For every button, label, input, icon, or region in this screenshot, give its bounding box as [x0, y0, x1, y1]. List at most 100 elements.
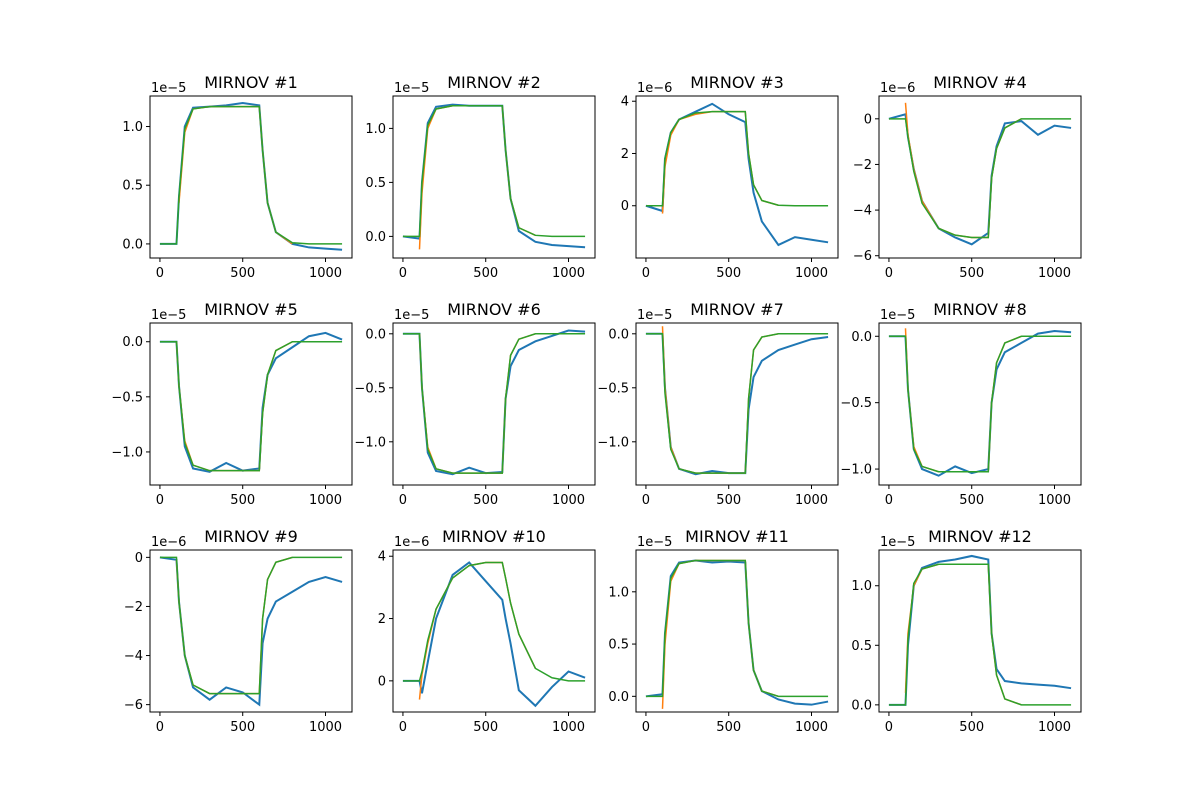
y-tick-label: 0.0	[608, 690, 629, 705]
axis-offset-label: 1e−5	[394, 81, 429, 96]
series-line-2	[904, 328, 1022, 473]
x-tick-label: 0	[642, 720, 650, 735]
x-tick-label: 0	[885, 266, 893, 281]
panel-7: 0 500 1000 −1.0 −0.5 0.0 1e−5 MIRNOV #7	[597, 300, 839, 508]
y-tick-label: −1.0	[597, 435, 629, 450]
axis-offset-label: 1e−6	[151, 535, 186, 550]
series-line-3	[645, 333, 829, 474]
plot-frame	[878, 549, 1082, 713]
panel-8: 0 500 1000 −1.0 −0.5 0.0 1e−5 MIRNOV #8	[840, 300, 1082, 508]
x-tick-label: 500	[716, 493, 741, 508]
y-tick-label: −0.5	[840, 396, 872, 411]
y-tick-label: 0.0	[608, 327, 629, 342]
x-tick-label: 1000	[552, 720, 585, 735]
series-line-3	[159, 105, 343, 245]
axis-offset-label: 1e−5	[637, 535, 672, 550]
y-tick-label: −4	[853, 204, 872, 219]
x-tick-label: 500	[230, 493, 255, 508]
y-tick-label: 0.5	[608, 638, 629, 653]
plot-frame	[878, 95, 1082, 259]
y-tick-label: −2	[853, 158, 872, 173]
series-line-2	[418, 333, 536, 474]
x-tick-label: 500	[230, 720, 255, 735]
y-tick-label: 4	[378, 550, 386, 565]
y-tick-label: 0.5	[122, 179, 143, 194]
panel-title: MIRNOV #1	[204, 73, 298, 92]
y-tick-label: 0.0	[365, 327, 386, 342]
y-tick-label: 0	[378, 674, 386, 689]
x-tick-label: 0	[399, 720, 407, 735]
x-tick-label: 1000	[795, 266, 828, 281]
x-tick-label: 500	[473, 266, 498, 281]
y-tick-label: 0.5	[365, 176, 386, 191]
y-tick-label: −4	[124, 649, 143, 664]
y-tick-label: 0.0	[851, 698, 872, 713]
x-tick-label: 1000	[309, 266, 342, 281]
series-line-3	[159, 556, 343, 695]
series-line-3	[888, 563, 1072, 706]
axis-offset-label: 1e−5	[637, 308, 672, 323]
y-tick-label: −6	[124, 698, 143, 713]
panel-12: 0 500 1000 0.0 0.5 1.0 1e−5 MIRNOV #12	[851, 527, 1082, 735]
series-line-1	[402, 103, 586, 249]
x-tick-label: 500	[473, 720, 498, 735]
plot-frame	[635, 549, 839, 713]
axis-offset-label: 1e−5	[394, 308, 429, 323]
x-tick-label: 500	[716, 266, 741, 281]
panel-5: 0 500 1000 −1.0 −0.5 0.0 1e−5 MIRNOV #5	[111, 300, 353, 508]
x-tick-label: 0	[399, 493, 407, 508]
panel-title: MIRNOV #11	[685, 527, 789, 546]
y-tick-label: 2	[621, 147, 629, 162]
series-line-2	[175, 556, 293, 695]
y-tick-label: −0.5	[111, 390, 143, 405]
x-tick-label: 1000	[1038, 493, 1071, 508]
y-tick-label: 0.0	[365, 230, 386, 245]
y-tick-label: 2	[378, 612, 386, 627]
series-line-3	[402, 104, 586, 238]
series-line-1	[645, 559, 829, 706]
y-tick-label: 1.0	[122, 120, 143, 135]
x-tick-label: 1000	[1038, 720, 1071, 735]
x-tick-label: 0	[642, 493, 650, 508]
x-tick-label: 0	[156, 493, 164, 508]
panel-6: 0 500 1000 −1.0 −0.5 0.0 1e−5 MIRNOV #6	[354, 300, 596, 508]
plot-frame	[149, 95, 353, 259]
panel-title: MIRNOV #6	[447, 300, 541, 319]
x-tick-label: 1000	[309, 720, 342, 735]
axis-offset-label: 1e−6	[880, 81, 915, 96]
y-tick-label: −1.0	[111, 445, 143, 460]
x-tick-label: 0	[885, 493, 893, 508]
y-tick-label: 0.0	[122, 237, 143, 252]
y-tick-label: −0.5	[597, 381, 629, 396]
panel-title: MIRNOV #7	[690, 300, 784, 319]
panel-2: 0 500 1000 0.0 0.5 1.0 1e−5 MIRNOV #2	[365, 73, 596, 281]
x-tick-label: 1000	[552, 266, 585, 281]
plot-frame	[392, 322, 596, 486]
x-tick-label: 500	[716, 720, 741, 735]
x-tick-label: 1000	[1038, 266, 1071, 281]
axis-offset-label: 1e−6	[394, 535, 429, 550]
plot-frame	[635, 95, 839, 259]
plot-frame	[149, 549, 353, 713]
plot-frame	[392, 95, 596, 259]
series-line-3	[645, 110, 829, 207]
panel-title: MIRNOV #3	[690, 73, 784, 92]
y-tick-label: −1.0	[354, 435, 386, 450]
y-tick-label: 0.5	[851, 639, 872, 654]
x-tick-label: 1000	[795, 493, 828, 508]
y-tick-label: −1.0	[840, 463, 872, 478]
axis-offset-label: 1e−5	[151, 81, 186, 96]
x-tick-label: 1000	[309, 493, 342, 508]
x-tick-label: 0	[642, 266, 650, 281]
y-tick-label: 0.0	[122, 335, 143, 350]
series-line-3	[888, 335, 1072, 473]
panel-1: 0 500 1000 0.0 0.5 1.0 1e−5 MIRNOV #1	[122, 73, 353, 281]
panel-title: MIRNOV #10	[442, 527, 546, 546]
panel-4: 0 500 1000 −6 −4 −2 0 1e−6 MIRNOV #4	[853, 73, 1082, 281]
panel-11: 0 500 1000 0.0 0.5 1.0 1e−5 MIRNOV #11	[608, 527, 839, 735]
y-tick-label: −6	[853, 249, 872, 264]
axis-offset-label: 1e−5	[880, 535, 915, 550]
panel-title: MIRNOV #2	[447, 73, 541, 92]
axis-offset-label: 1e−5	[151, 308, 186, 323]
x-tick-label: 0	[156, 266, 164, 281]
